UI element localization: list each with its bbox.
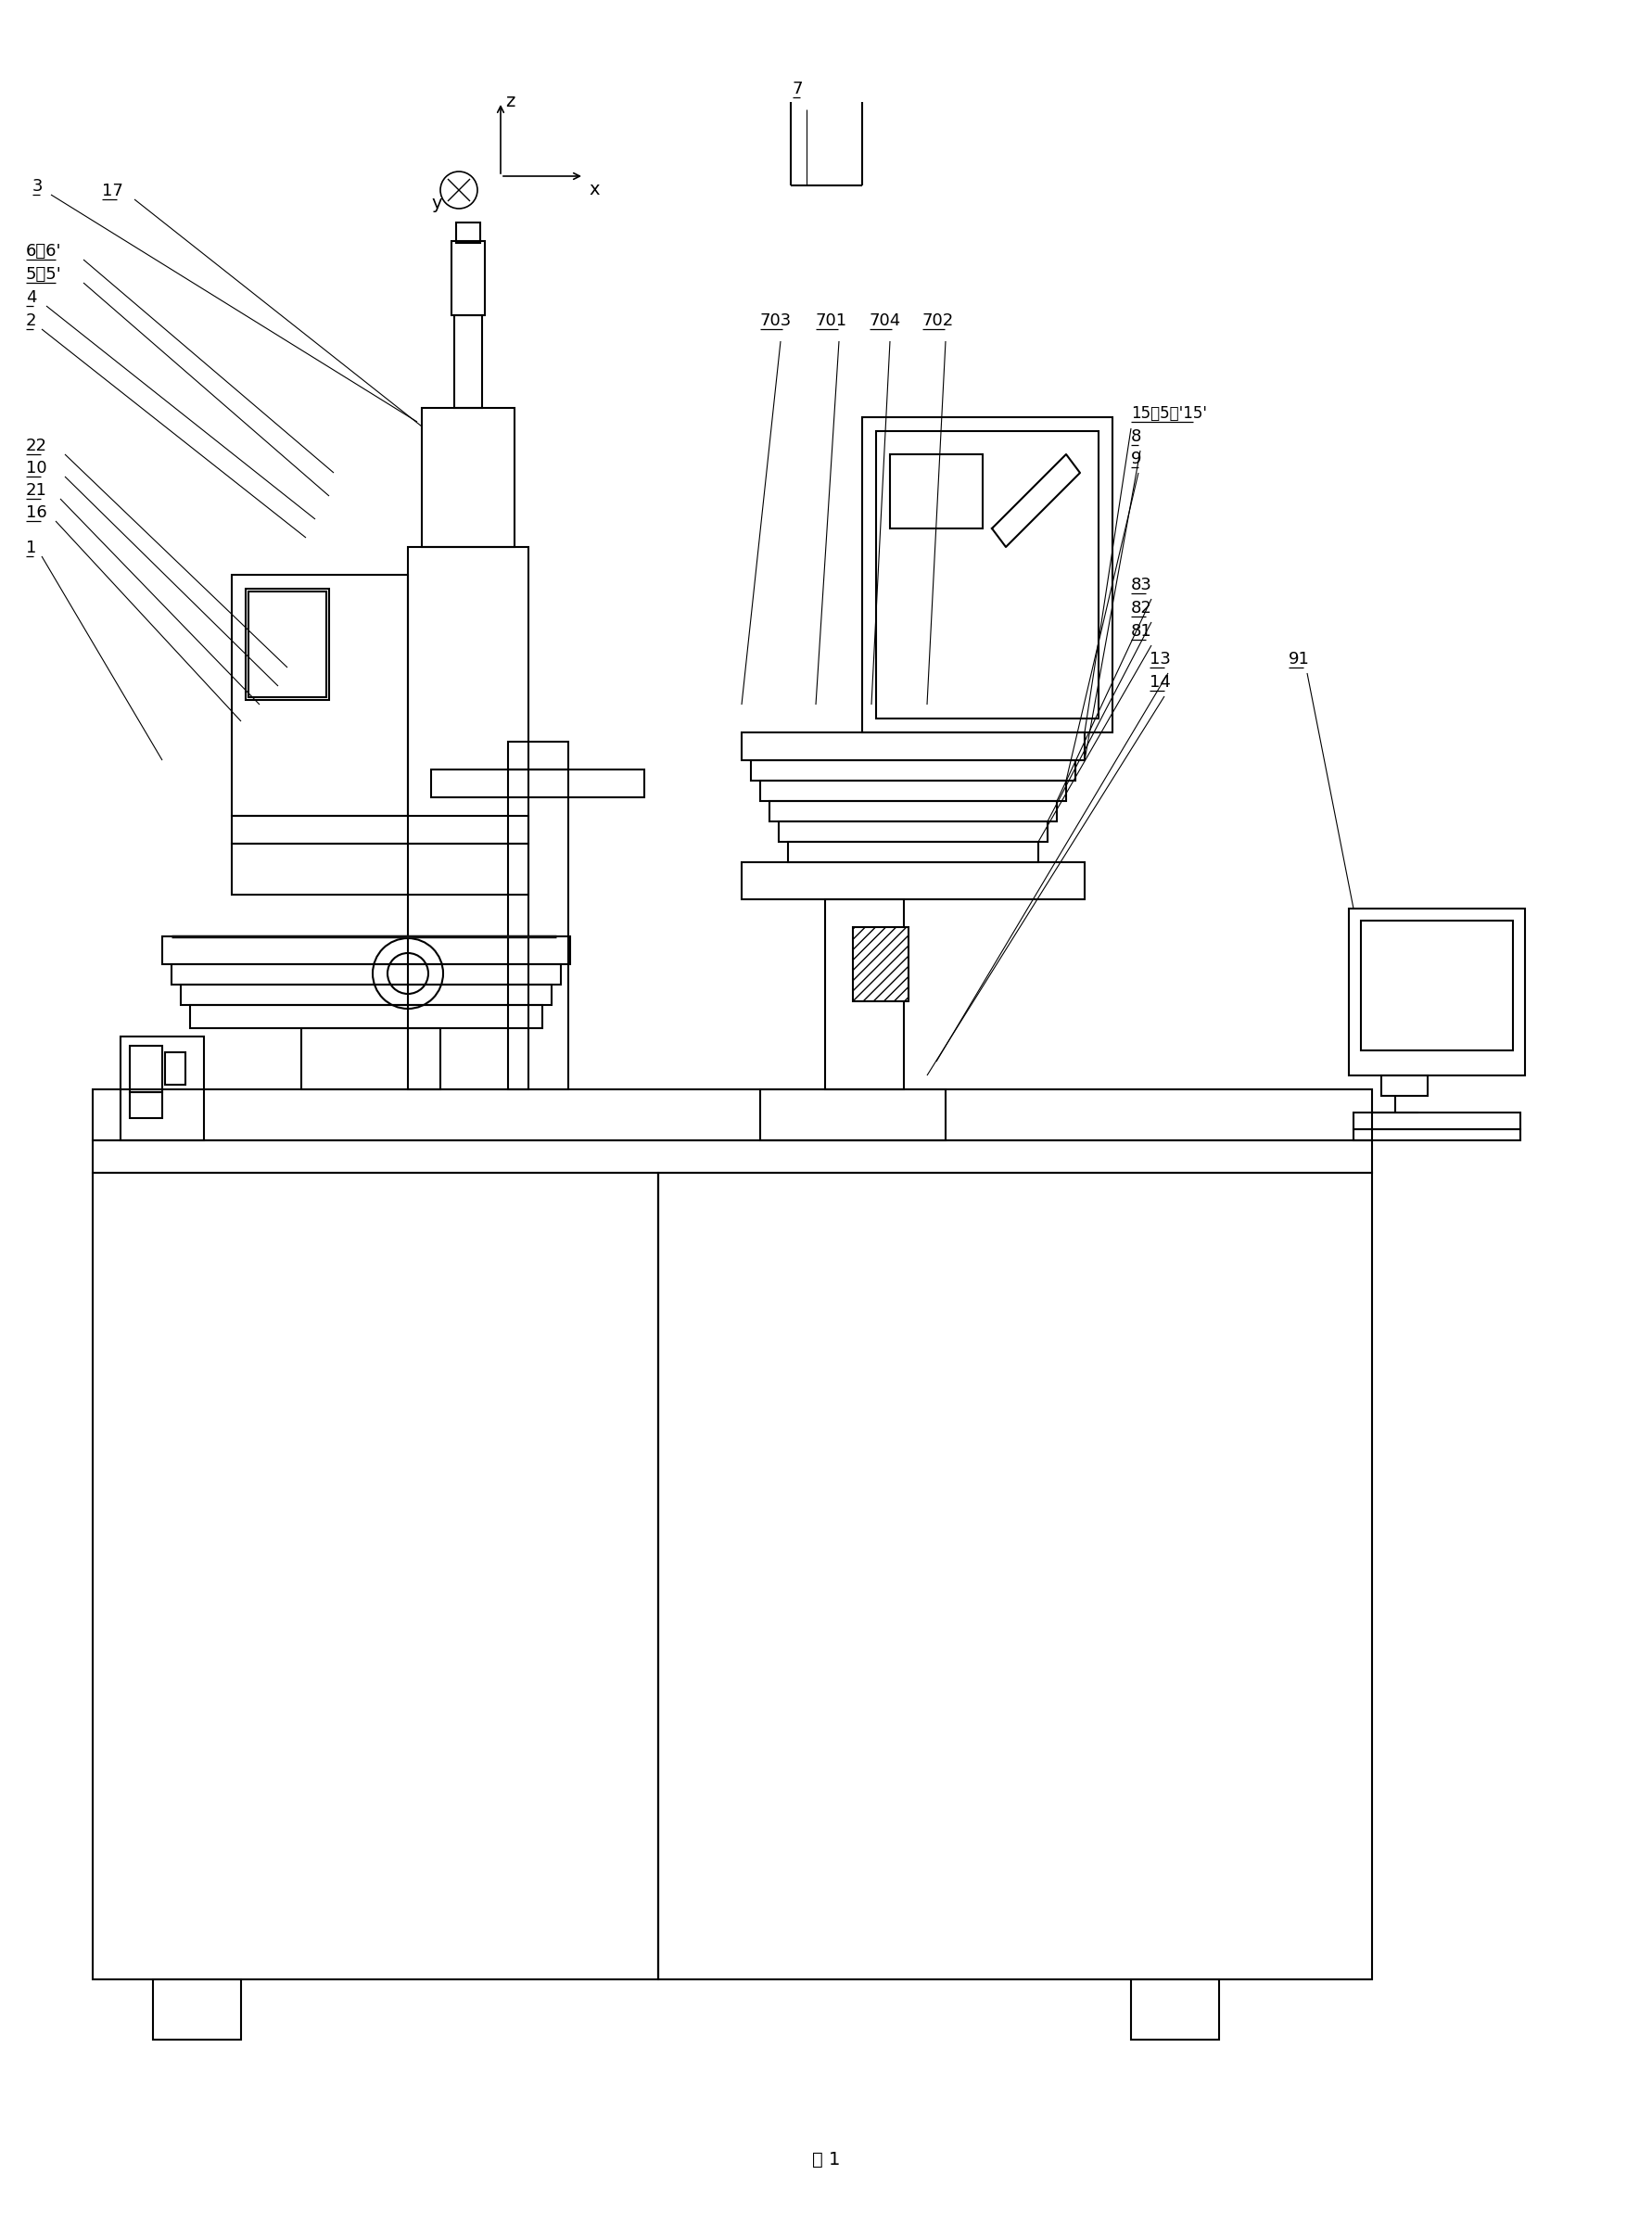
Bar — [750, 761, 1075, 781]
Bar — [231, 575, 408, 817]
Bar — [231, 817, 529, 843]
Text: 17: 17 — [102, 184, 124, 199]
Bar — [456, 224, 481, 243]
Text: y: y — [431, 195, 441, 212]
Bar — [121, 1036, 203, 1140]
Text: 图 1: 图 1 — [811, 2151, 841, 2169]
Text: 6扦6': 6扦6' — [26, 243, 61, 259]
Bar — [778, 821, 1047, 841]
Bar — [657, 1173, 1371, 1978]
Text: 91: 91 — [1289, 651, 1308, 668]
Bar — [760, 1089, 945, 1140]
Bar — [852, 927, 909, 1000]
Bar — [301, 1029, 439, 1089]
Text: 10: 10 — [26, 460, 46, 476]
Bar — [1353, 1113, 1520, 1129]
Bar — [760, 781, 1066, 801]
Bar — [248, 591, 325, 697]
Text: 82: 82 — [1130, 600, 1151, 617]
Text: 5扦5': 5扦5' — [26, 266, 61, 283]
Text: 3: 3 — [33, 177, 43, 195]
Text: 703: 703 — [760, 312, 791, 330]
Bar — [431, 770, 644, 797]
Bar — [231, 843, 529, 894]
Bar — [131, 1093, 162, 1118]
Bar — [93, 1173, 657, 1978]
Bar — [889, 454, 983, 529]
Text: 22: 22 — [26, 438, 48, 454]
Bar — [507, 741, 568, 770]
Text: 14: 14 — [1148, 675, 1170, 690]
Text: z: z — [506, 93, 514, 111]
Text: 701: 701 — [816, 312, 847, 330]
Bar — [162, 936, 570, 965]
Bar — [862, 418, 1112, 733]
Bar — [454, 314, 482, 407]
Bar — [93, 1089, 1371, 1140]
Bar — [190, 1005, 542, 1029]
Text: 7: 7 — [793, 80, 803, 97]
Text: 21: 21 — [26, 482, 48, 498]
Bar — [180, 985, 552, 1005]
Bar — [788, 841, 1037, 863]
Bar — [507, 770, 568, 1089]
Text: 13: 13 — [1148, 651, 1170, 668]
Text: 1: 1 — [26, 540, 36, 555]
Text: 81: 81 — [1130, 624, 1151, 640]
Bar — [1360, 921, 1512, 1051]
Text: 704: 704 — [869, 312, 900, 330]
Bar — [93, 1140, 1371, 1173]
Bar — [131, 1047, 162, 1093]
Text: 83: 83 — [1130, 578, 1151, 593]
Bar — [246, 589, 329, 699]
Text: 9: 9 — [1130, 451, 1142, 467]
Text: 702: 702 — [922, 312, 953, 330]
Bar — [742, 733, 1084, 761]
Bar — [1130, 1978, 1219, 2040]
Bar — [770, 801, 1056, 821]
Text: 8: 8 — [1130, 429, 1142, 445]
Bar — [1381, 1076, 1427, 1095]
Bar — [824, 898, 904, 1089]
Bar — [451, 241, 484, 314]
Bar — [742, 863, 1084, 898]
Bar — [172, 965, 560, 985]
Bar — [165, 1051, 185, 1084]
Bar — [408, 547, 529, 1089]
Text: x: x — [588, 181, 600, 199]
Bar — [421, 407, 514, 547]
Bar — [876, 432, 1099, 719]
Text: 2: 2 — [26, 312, 36, 330]
Circle shape — [439, 173, 477, 208]
Bar — [154, 1978, 241, 2040]
Bar — [1353, 1129, 1520, 1140]
Text: 4: 4 — [26, 290, 36, 305]
Text: 16: 16 — [26, 505, 46, 520]
Text: 15扦5或'15': 15扦5或'15' — [1130, 405, 1206, 423]
Bar — [1348, 910, 1525, 1076]
